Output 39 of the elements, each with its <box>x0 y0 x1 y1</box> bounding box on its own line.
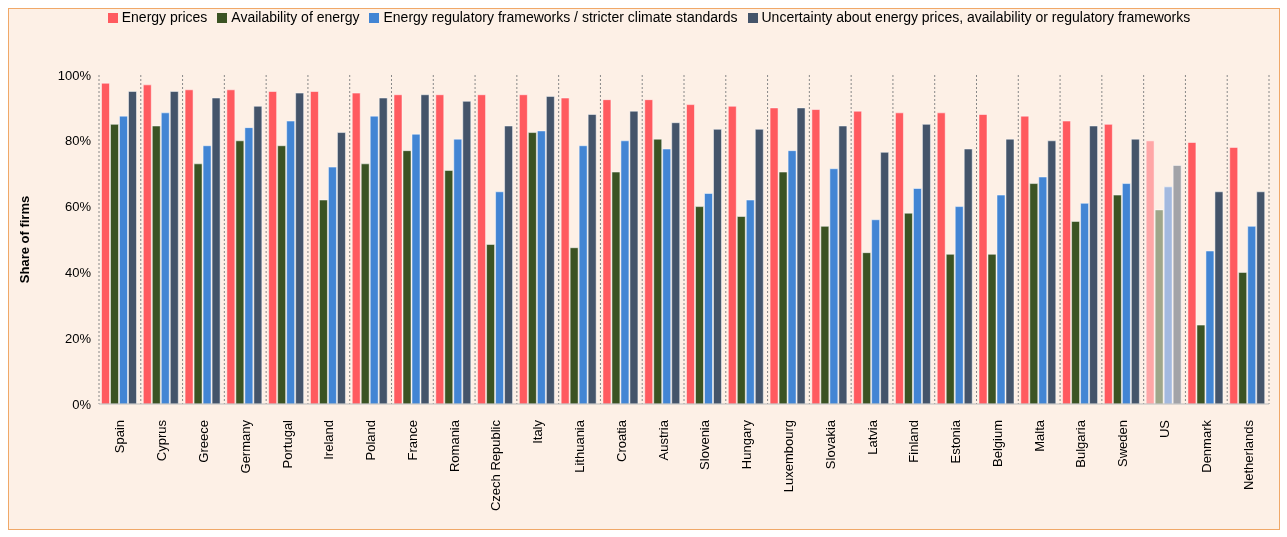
x-tick-label: Poland <box>363 420 379 461</box>
x-tick-label: France <box>404 420 420 461</box>
legend-label: Uncertainty about energy prices, availability or regulatory frameworks <box>761 9 1191 25</box>
x-tick-label: Romania <box>446 419 462 473</box>
x-tick-label: Portugal <box>279 419 295 469</box>
legend-label: Energy prices <box>121 9 208 25</box>
y-tick-label: 0% <box>72 396 92 412</box>
y-tick-label: 60% <box>64 199 92 215</box>
x-tick-label: Ireland <box>321 420 337 460</box>
x-tick-label: Latvia <box>864 419 880 455</box>
x-tick-label: Czech Republic <box>488 419 504 512</box>
legend-label: Energy regulatory frameworks / stricter climate standards <box>383 9 738 25</box>
x-tick-label: Slovenia <box>697 419 713 470</box>
x-tick-label: Finland <box>906 420 922 463</box>
x-tick-label: Austria <box>655 419 671 461</box>
y-tick-label: 80% <box>64 133 92 149</box>
x-tick-label: Denmark <box>1198 419 1214 473</box>
x-tick-label: US <box>1157 419 1173 439</box>
x-tick-label: Hungary <box>739 419 755 470</box>
x-tick-label: Croatia <box>613 419 629 462</box>
x-tick-label: Lithuania <box>572 419 588 473</box>
x-tick-label: Bulgaria <box>1073 419 1089 468</box>
x-tick-label: Italy <box>530 419 546 444</box>
x-tick-label: Netherlands <box>1240 419 1256 491</box>
y-tick-label: 20% <box>64 330 92 346</box>
x-tick-label: Slovakia <box>822 419 838 470</box>
x-tick-label: Estonia <box>948 419 964 464</box>
y-tick-label: 40% <box>64 265 92 281</box>
y-axis-title: Share of firms <box>16 195 32 284</box>
x-tick-label: Greece <box>195 420 211 463</box>
x-tick-label: Sweden <box>1115 420 1131 467</box>
x-tick-label: Belgium <box>989 420 1005 467</box>
y-tick-label: 100% <box>57 67 92 83</box>
legend-label: Availability of energy <box>231 9 360 25</box>
x-tick-label: Cyprus <box>154 419 170 462</box>
x-tick-label: Luxembourg <box>780 420 796 493</box>
x-tick-label: Spain <box>112 420 128 454</box>
x-tick-label: Malta <box>1031 419 1047 452</box>
x-tick-label: Germany <box>237 419 253 474</box>
